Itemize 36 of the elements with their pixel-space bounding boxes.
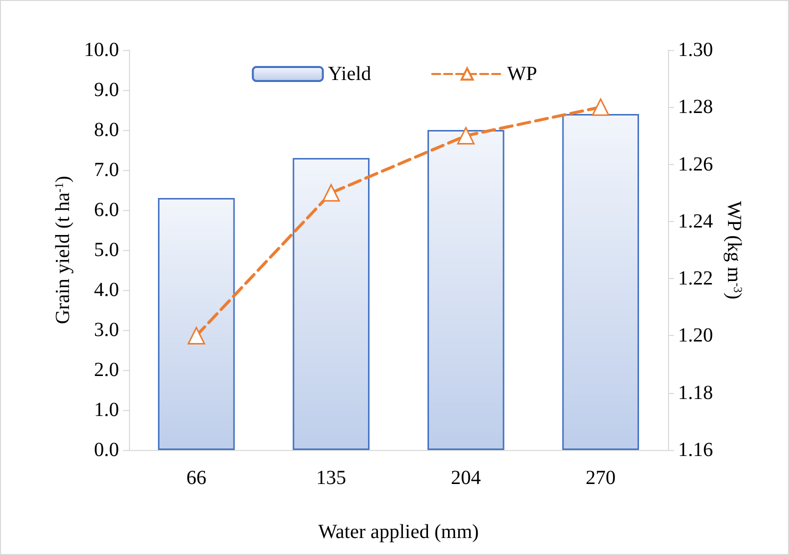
x-tick-label: 135: [316, 467, 346, 489]
y2-axis-title: WP (kg m-3): [722, 200, 745, 300]
bar: [562, 114, 640, 450]
legend-label: WP: [507, 63, 538, 85]
y2-tick-label: 1.18: [678, 382, 713, 404]
bar: [292, 158, 370, 450]
y-tick-label: 9.0: [94, 79, 119, 101]
y-tick-label: 7.0: [94, 159, 119, 181]
y2-tick-label: 1.24: [678, 210, 713, 232]
x-tick-label: 270: [586, 467, 616, 489]
point: [322, 184, 340, 202]
y2-tick-label: 1.22: [678, 268, 713, 290]
y2-tick-label: 1.16: [678, 439, 713, 461]
y-tick-label: 4.0: [94, 279, 119, 301]
x-tick-label: 66: [186, 467, 206, 489]
point: [188, 326, 206, 344]
y2-tick-label: 1.28: [678, 96, 713, 118]
y-tick-label: 6.0: [94, 199, 119, 221]
y-tick-label: 2.0: [94, 359, 119, 381]
y-axis-title: Grain yield (t ha-1): [52, 176, 74, 324]
y2-tick-label: 1.30: [678, 39, 713, 61]
y-tick-label: 1.0: [94, 399, 119, 421]
x-axis-title: Water applied (mm): [318, 521, 479, 543]
y-tick-label: 0.0: [94, 439, 119, 461]
y2-tick-label: 1.26: [678, 153, 713, 176]
point: [457, 126, 475, 144]
y-tick-label: 10.0: [84, 39, 119, 61]
x-tick-label: 204: [450, 467, 481, 489]
point: [592, 98, 610, 116]
y-tick-label: 5.0: [94, 239, 119, 261]
legend-label: Yield: [328, 63, 372, 85]
y-tick-label: 3.0: [94, 319, 119, 341]
y2-tick-label: 1.20: [678, 324, 713, 347]
bar: [158, 198, 235, 450]
bar: [427, 130, 504, 450]
y-tick-label: 8.0: [94, 119, 119, 141]
